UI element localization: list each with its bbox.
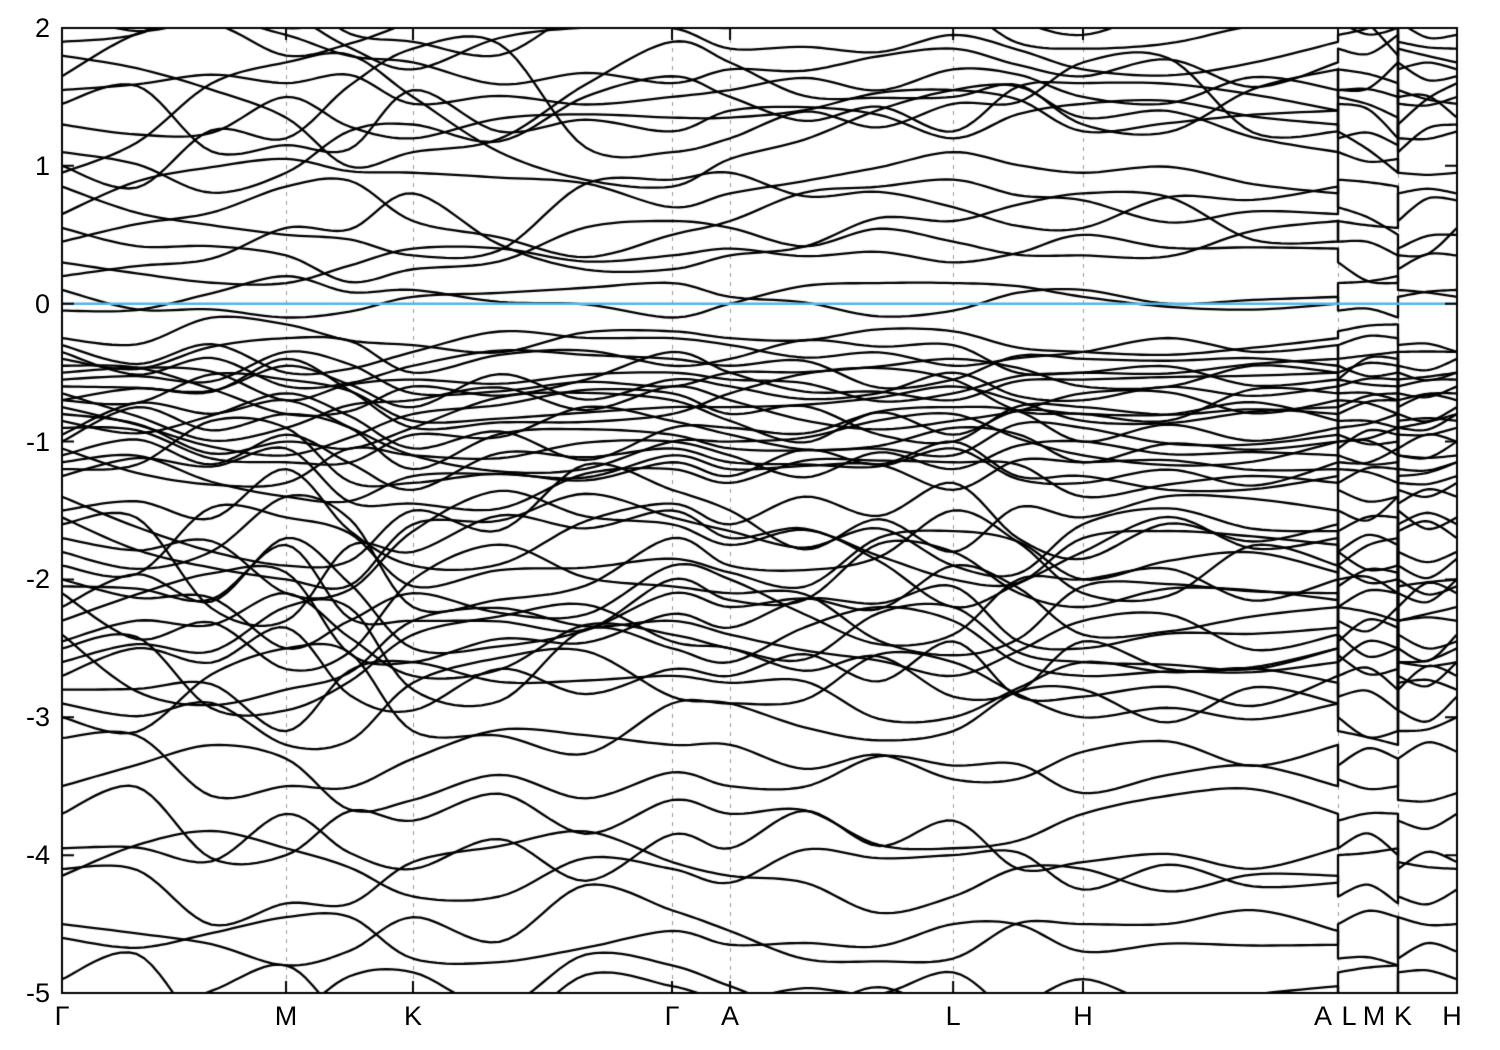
x-tick-label: H bbox=[1442, 1001, 1462, 1031]
x-tick-label: Γ bbox=[664, 1001, 680, 1031]
x-tick-label: M bbox=[1362, 1001, 1386, 1031]
x-tick-label: H bbox=[1073, 1001, 1093, 1031]
y-tick-label: -4 bbox=[25, 840, 50, 871]
x-tick-label: A bbox=[721, 1001, 740, 1031]
y-tick-label: 0 bbox=[34, 288, 50, 319]
x-tick-label: K bbox=[1393, 1001, 1412, 1031]
y-tick-label: 2 bbox=[34, 13, 50, 43]
y-tick-label: 1 bbox=[34, 150, 50, 181]
x-tick-label: A bbox=[1313, 1001, 1332, 1031]
y-tick-label: -1 bbox=[25, 426, 50, 457]
x-tick-label: L bbox=[945, 1001, 961, 1031]
x-tick-label: L bbox=[1341, 1001, 1357, 1031]
y-tick-label: -5 bbox=[25, 978, 50, 1008]
x-tick-label: Γ bbox=[54, 1001, 70, 1031]
y-tick-label: -2 bbox=[25, 564, 50, 595]
x-tick-label: K bbox=[403, 1001, 422, 1031]
x-tick-label: M bbox=[274, 1001, 298, 1031]
y-tick-label: -3 bbox=[25, 702, 50, 733]
